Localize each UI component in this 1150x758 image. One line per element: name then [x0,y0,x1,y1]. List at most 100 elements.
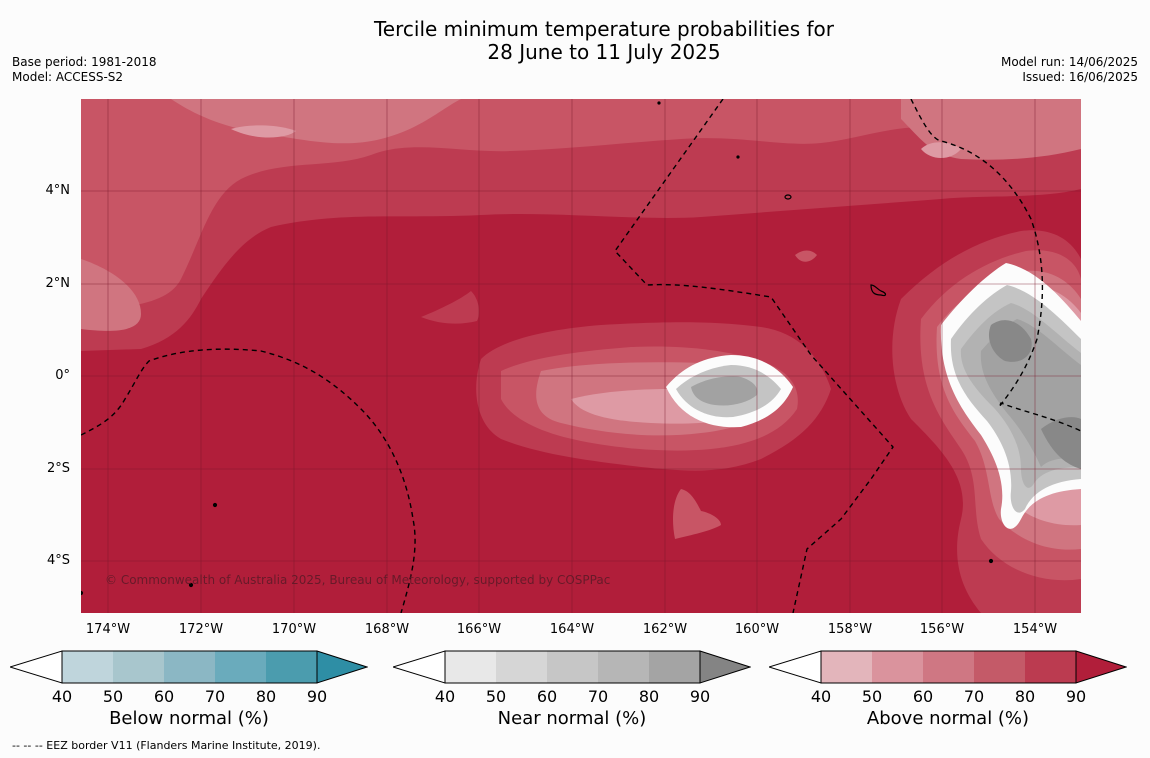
near-ticks: 40 50 60 70 80 90 [393,684,751,706]
above-tick-40: 40 [810,687,832,706]
colorbar-below-normal: 40 50 60 70 80 90 Below normal (%) [10,650,368,729]
lon-label-174w: 174°W [85,622,131,637]
near-arrow-low [393,650,446,684]
above-seg-50 [872,651,923,683]
near-seg-60 [547,651,598,683]
above-tick-60: 60 [912,687,934,706]
below-tick-70: 70 [204,687,226,706]
patch-south-center [673,489,721,539]
near-tick-60: 60 [536,687,558,706]
above-caption: Above normal (%) [866,708,1030,729]
colorbar-above-normal: 40 50 60 70 80 90 Above normal (%) [769,650,1127,729]
above-ticks: 40 50 60 70 80 90 [769,684,1127,706]
below-caption: Below normal (%) [109,708,269,729]
model-name: Model: ACCESS-S2 [12,70,124,84]
below-tick-80: 80 [255,687,277,706]
near-seg-40 [445,651,496,683]
lon-label-156w: 156°W [919,622,965,637]
lon-label-168w: 168°W [364,622,410,637]
island-e [988,558,994,564]
colorbar-below-svg [10,650,368,684]
lon-label-172w: 172°W [178,622,224,637]
above-seg-60 [923,651,974,683]
above-arrow-high [1075,650,1127,684]
below-tick-90: 90 [306,687,328,706]
island-d [188,582,194,588]
above-seg-40 [821,651,872,683]
below-arrow-high [316,650,368,684]
probability-map: © Commonwealth of Australia 2025, Bureau… [81,99,1081,613]
above-tick-50: 50 [861,687,883,706]
lon-label-166w: 166°W [456,622,502,637]
eez-footnote: -- -- -- EEZ border V11 (Flanders Marine… [12,739,321,752]
island-f [657,101,661,105]
island-h [81,590,84,596]
model-run: Model run: 14/06/2025 [1000,55,1138,69]
metadata-left: Base period: 1981-2018 Model: ACCESS-S2 [12,55,157,85]
eez-line-1 [81,348,416,613]
island-a [784,194,792,200]
island-b [870,284,887,297]
title-line-1: Tercile minimum temperature probabilitie… [373,17,835,41]
patch-north-center [421,291,479,324]
below-seg-60 [164,651,215,683]
above-tick-90: 90 [1065,687,1087,706]
eez-line-3 [910,99,1081,432]
below-seg-80 [266,651,317,683]
lat-label-2s: 2°S [46,461,70,476]
north-band-60c [81,259,141,331]
below-arrow-low [10,650,63,684]
map-title: Tercile minimum temperature probabilitie… [0,18,1150,64]
near-seg-80 [649,651,700,683]
near-tick-90: 90 [689,687,711,706]
colorbar-near-normal: 40 50 60 70 80 90 Near normal (%) [393,650,751,729]
above-tick-70: 70 [963,687,985,706]
north-band-70 [81,99,1081,309]
island-g [736,155,740,159]
lat-label-0: 0° [55,368,70,383]
base-period: Base period: 1981-2018 [12,55,157,69]
issued-date: Issued: 16/06/2025 [1022,70,1138,84]
near-tick-70: 70 [587,687,609,706]
near-blob-80 [691,376,758,406]
lon-label-158w: 158°W [827,622,873,637]
below-tick-50: 50 [102,687,124,706]
north-band-50 [231,125,296,138]
above-tick-80: 80 [1014,687,1036,706]
near-tick-80: 80 [638,687,660,706]
lat-label-2n: 2°N [45,276,71,291]
patch-north-spot [795,250,817,262]
metadata-right: Model run: 14/06/2025 Issued: 16/06/2025 [1001,55,1138,85]
islands [81,101,994,596]
copyright-notice: © Commonwealth of Australia 2025, Bureau… [105,573,611,587]
graticule [81,99,1081,613]
near-caption: Near normal (%) [497,708,647,729]
east-near-90b [1041,417,1081,469]
below-tick-60: 60 [153,687,175,706]
north-band-50b [921,142,961,158]
above-arrow-low [769,650,822,684]
island-c [212,502,218,508]
north-band-60 [171,99,461,144]
near-tick-50: 50 [485,687,507,706]
near-arrow-high [699,650,751,684]
near-tick-40: 40 [434,687,456,706]
lat-label-4n: 4°N [45,183,71,198]
below-tick-40: 40 [51,687,73,706]
title-line-2: 28 June to 11 July 2025 [487,40,721,64]
lon-label-164w: 164°W [549,622,595,637]
eez-line-2 [614,99,894,613]
near-seg-50 [496,651,547,683]
lon-label-170w: 170°W [271,622,317,637]
lon-label-160w: 160°W [734,622,780,637]
lon-label-154w: 154°W [1012,622,1058,637]
lat-label-4s: 4°S [46,553,70,568]
lon-label-162w: 162°W [642,622,688,637]
colorbar-near-svg [393,650,751,684]
near-seg-70 [598,651,649,683]
above-seg-70 [974,651,1025,683]
above-seg-80 [1025,651,1076,683]
below-ticks: 40 50 60 70 80 90 [10,684,368,706]
east-near-90 [988,320,1032,362]
map-svg [81,99,1081,613]
